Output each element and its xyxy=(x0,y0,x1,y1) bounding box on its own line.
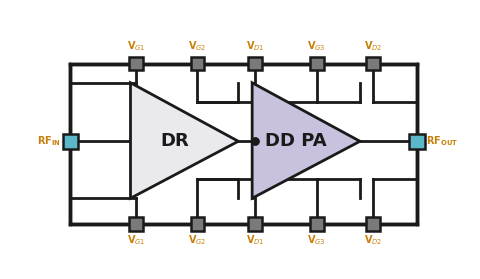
Text: $\mathbf{V}_{{G1}}$: $\mathbf{V}_{{G1}}$ xyxy=(127,234,145,247)
Text: $\mathbf{RF}_{\mathbf{IN}}$: $\mathbf{RF}_{\mathbf{IN}}$ xyxy=(37,134,61,148)
Text: $\mathbf{V}_{{G2}}$: $\mathbf{V}_{{G2}}$ xyxy=(188,40,207,54)
Bar xyxy=(71,64,417,224)
Text: $\mathbf{V}_{{D1}}$: $\mathbf{V}_{{D1}}$ xyxy=(246,234,264,247)
Text: DR: DR xyxy=(160,132,189,150)
Text: DD PA: DD PA xyxy=(265,132,327,150)
Bar xyxy=(248,57,262,70)
Polygon shape xyxy=(131,83,238,198)
Text: $\mathbf{V}_{{G1}}$: $\mathbf{V}_{{G1}}$ xyxy=(127,40,145,54)
Bar xyxy=(366,57,380,70)
Text: $\mathbf{V}_{{D2}}$: $\mathbf{V}_{{D2}}$ xyxy=(364,40,382,54)
Bar xyxy=(191,57,204,70)
Polygon shape xyxy=(252,83,360,198)
Bar xyxy=(129,217,143,231)
Bar xyxy=(129,57,143,70)
Bar xyxy=(409,134,425,149)
Bar xyxy=(248,217,262,231)
Bar xyxy=(63,134,78,149)
Bar xyxy=(310,57,324,70)
Bar xyxy=(366,217,380,231)
Text: $\mathbf{V}_{{D1}}$: $\mathbf{V}_{{D1}}$ xyxy=(246,40,264,54)
Text: $\mathbf{RF}_{\mathbf{OUT}}$: $\mathbf{RF}_{\mathbf{OUT}}$ xyxy=(426,134,458,148)
Bar xyxy=(191,217,204,231)
Text: $\mathbf{V}_{{G3}}$: $\mathbf{V}_{{G3}}$ xyxy=(308,234,326,247)
Text: $\mathbf{V}_{{D2}}$: $\mathbf{V}_{{D2}}$ xyxy=(364,234,382,247)
Bar xyxy=(310,217,324,231)
Text: $\mathbf{V}_{{G2}}$: $\mathbf{V}_{{G2}}$ xyxy=(188,234,207,247)
Text: $\mathbf{V}_{{G3}}$: $\mathbf{V}_{{G3}}$ xyxy=(308,40,326,54)
